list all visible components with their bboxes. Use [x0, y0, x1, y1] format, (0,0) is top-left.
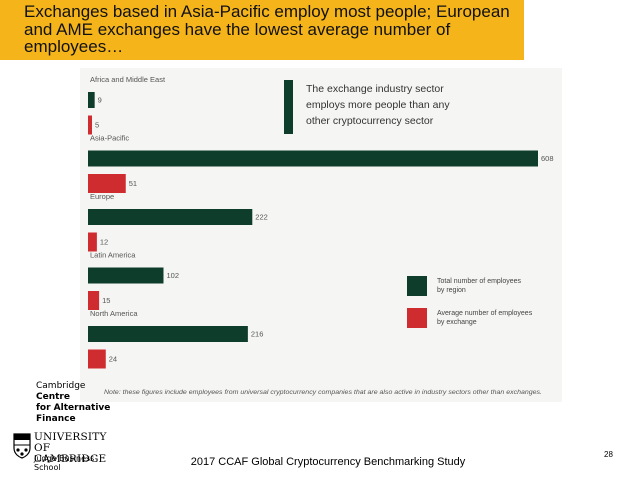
bar: [88, 92, 95, 108]
data-label: 222: [255, 213, 268, 222]
category-label: Latin America: [90, 251, 136, 260]
university-name: UNIVERSITY OF CAMBRIDGE: [34, 432, 123, 465]
bar: [88, 115, 92, 135]
data-label: 9: [98, 96, 102, 105]
page-number: 28: [604, 450, 613, 459]
employees-bar-chart: Africa and Middle East 9 5 Asia-Pacific 608 5…: [88, 75, 554, 396]
ccaf-logo-line: Centre: [36, 392, 70, 402]
university-name-line: UNIVERSITY OF: [34, 431, 107, 454]
callout-text: The exchange industry sector employs more…: [306, 83, 450, 127]
category-label: Africa and Middle East: [90, 75, 166, 84]
category-label: Europe: [90, 192, 114, 201]
business-school-name: Judge Business School: [34, 454, 95, 472]
slide-title: Exchanges based in Asia-Pacific employ m…: [24, 2, 510, 56]
category-label: Asia-Pacific: [90, 134, 129, 143]
ccaf-logo-line: Finance: [36, 414, 76, 424]
footer-study-title: 2017 CCAF Global Cryptocurrency Benchmar…: [190, 456, 466, 468]
bar: [88, 326, 248, 342]
university-name-line: CAMBRIDGE: [34, 453, 107, 465]
callout-bar: [284, 80, 293, 134]
chart-note: Note: these figures include employees fr…: [104, 389, 542, 396]
title-bar: Exchanges based in Asia-Pacific employ m…: [0, 0, 524, 60]
bar: [88, 291, 100, 310]
data-label: 15: [102, 296, 110, 305]
ccaf-logo-line: for Alternative: [36, 403, 111, 413]
bar: [88, 209, 253, 225]
bar: [88, 150, 538, 167]
chart-panel: Africa and Middle East 9 5 Asia-Pacific 608 5…: [80, 68, 562, 402]
data-label: 608: [541, 154, 554, 163]
ccaf-logo: Cambridge Centre for Alternative Finance: [36, 381, 116, 425]
university-logo: UNIVERSITY OF CAMBRIDGE Judge Business S…: [13, 432, 123, 472]
bar: [88, 174, 126, 193]
legend-swatch: [407, 276, 427, 296]
data-label: 24: [109, 355, 117, 364]
bar: [88, 267, 164, 284]
data-label: 5: [95, 121, 99, 130]
bar: [88, 232, 97, 252]
ccaf-logo-line: Cambridge: [36, 381, 86, 391]
legend-label: Average number of employees by exchange: [437, 310, 533, 326]
crest-icon: [13, 433, 31, 459]
bar: [88, 349, 106, 369]
data-label: 216: [251, 330, 264, 339]
data-label: 12: [100, 238, 108, 247]
data-label: 51: [129, 179, 137, 188]
data-label: 102: [166, 271, 179, 280]
category-label: North America: [90, 309, 138, 318]
legend-label: Total number of employees by region: [437, 278, 522, 294]
legend-swatch: [407, 308, 427, 328]
